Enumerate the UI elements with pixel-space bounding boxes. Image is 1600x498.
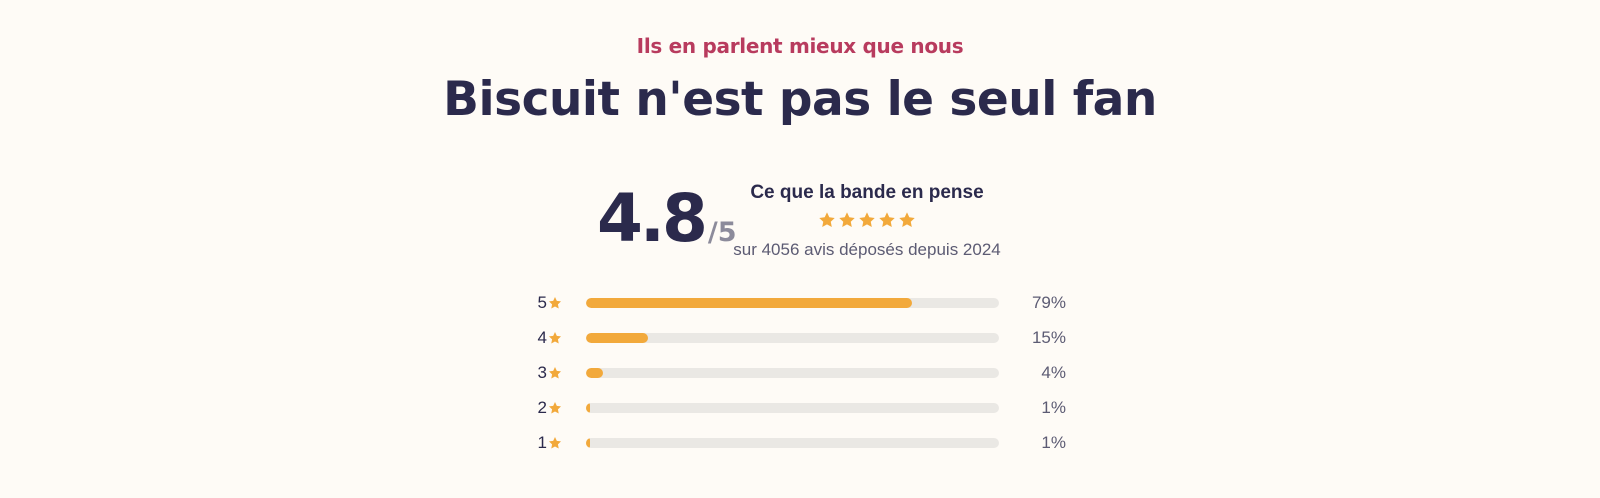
percentage-label: 4% [1041,363,1066,382]
star-icon [548,366,562,380]
star-level-label: 1 [537,433,547,452]
review-count: sur 4056 avis déposés depuis 2024 [733,240,1001,259]
progress-track [586,333,999,343]
rating-summary: Ce que la bande en pense sur 4056 avis d… [720,180,1014,261]
progress-track [586,298,999,308]
percentage-label: 79% [1031,293,1066,312]
star-icon [898,211,916,233]
distribution-row-2: 2 1% [530,391,1070,426]
rating-stars [720,211,1014,233]
star-icon [818,211,836,233]
progress-track [586,438,999,448]
progress-fill [586,333,648,343]
progress-fill [586,298,913,308]
percentage-label: 1% [1041,398,1066,417]
star-icon [548,401,562,415]
distribution-row-4: 4 15% [530,321,1070,356]
average-score: 4.8 /5 [597,184,737,254]
progress-fill [586,438,591,448]
star-icon [548,296,562,310]
star-level-label: 3 [537,363,547,382]
percentage-label: 15% [1031,328,1066,347]
star-icon [858,211,876,233]
rating-distribution: 5 79% 4 15% 3 4% 2 1% 1 1% [530,286,1070,461]
star-icon [878,211,896,233]
star-level-label: 5 [537,293,547,312]
star-level-label: 4 [537,328,547,347]
percentage-label: 1% [1041,433,1066,452]
rating-heading: Ce que la bande en pense [750,182,984,203]
progress-fill [586,403,591,413]
star-icon [548,331,562,345]
progress-track [586,368,999,378]
progress-fill [586,368,603,378]
rating-max: /5 [707,217,737,248]
distribution-row-1: 1 1% [530,426,1070,461]
section-eyebrow: Ils en parlent mieux que nous [636,34,964,58]
star-icon [548,436,562,450]
star-level-label: 2 [537,398,547,417]
star-icon [838,211,856,233]
progress-track [586,403,999,413]
section-title: Biscuit n'est pas le seul fan [443,72,1157,127]
distribution-row-5: 5 79% [530,286,1070,321]
average-rating-value: 4.8 [597,180,708,257]
distribution-row-3: 3 4% [530,356,1070,391]
